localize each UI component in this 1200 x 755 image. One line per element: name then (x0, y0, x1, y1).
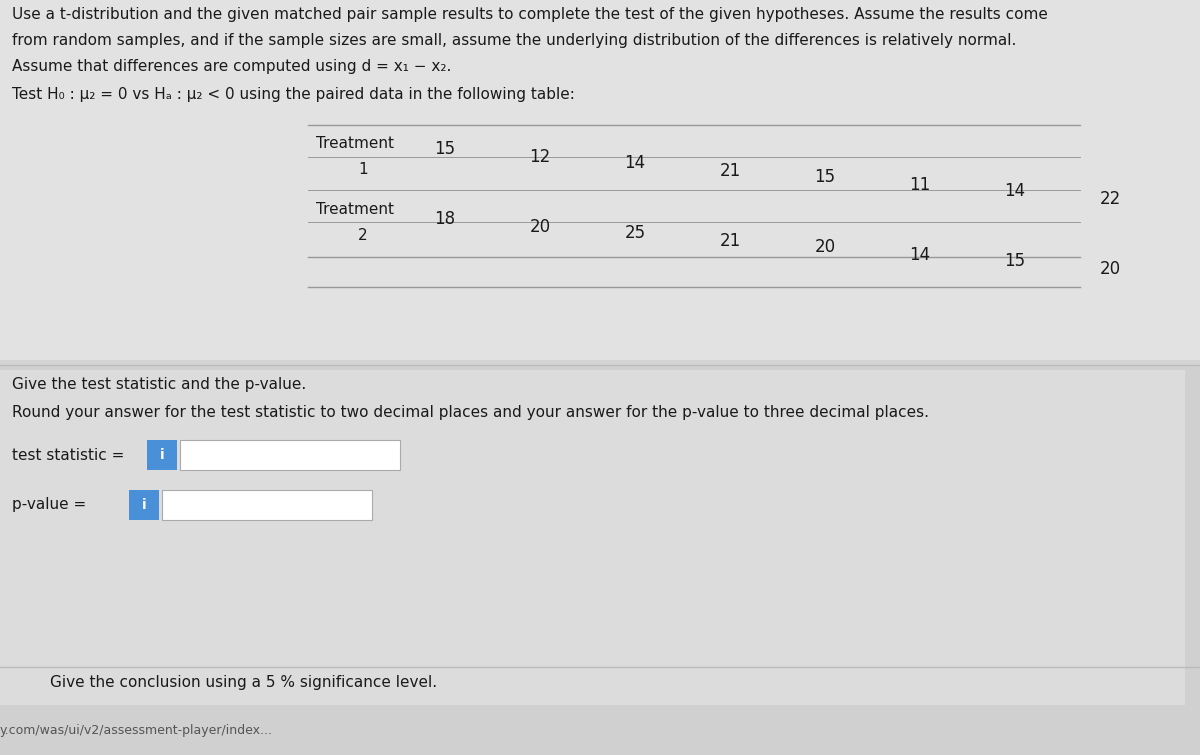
FancyBboxPatch shape (0, 365, 1200, 755)
Text: 14: 14 (624, 155, 646, 172)
Text: Treatment: Treatment (316, 136, 394, 151)
FancyBboxPatch shape (162, 490, 372, 520)
Text: 15: 15 (434, 140, 456, 159)
Text: 22: 22 (1099, 190, 1121, 208)
Text: Give the conclusion using a 5 % significance level.: Give the conclusion using a 5 % signific… (50, 675, 437, 690)
FancyBboxPatch shape (0, 0, 1200, 360)
Text: Give the test statistic and the p-value.: Give the test statistic and the p-value. (12, 377, 306, 392)
Text: 1: 1 (358, 162, 367, 177)
Text: 21: 21 (719, 162, 740, 180)
Text: 25: 25 (624, 224, 646, 242)
Text: 20: 20 (815, 239, 835, 257)
Text: 12: 12 (529, 147, 551, 165)
Text: 20: 20 (529, 217, 551, 236)
Text: y.com/was/ui/v2/assessment-player/index...: y.com/was/ui/v2/assessment-player/index.… (0, 724, 274, 737)
Text: 20: 20 (1099, 260, 1121, 278)
Text: 21: 21 (719, 232, 740, 249)
Text: Use a t-distribution and the given matched pair sample results to complete the t: Use a t-distribution and the given match… (12, 7, 1048, 22)
Text: 14: 14 (1004, 183, 1026, 201)
Text: 14: 14 (910, 245, 930, 263)
Text: from random samples, and if the sample sizes are small, assume the underlying di: from random samples, and if the sample s… (12, 33, 1016, 48)
Text: test statistic =: test statistic = (12, 448, 125, 463)
FancyBboxPatch shape (0, 370, 1186, 705)
FancyBboxPatch shape (0, 0, 1200, 365)
Text: Assume that differences are computed using d = x₁ − x₂.: Assume that differences are computed usi… (12, 59, 451, 74)
Text: 2: 2 (358, 228, 367, 243)
Text: Round your answer for the test statistic to two decimal places and your answer f: Round your answer for the test statistic… (12, 405, 929, 420)
Text: Treatment: Treatment (316, 202, 394, 217)
Text: 15: 15 (815, 168, 835, 186)
Text: 11: 11 (910, 175, 931, 193)
FancyBboxPatch shape (130, 490, 158, 520)
Text: i: i (160, 448, 164, 462)
FancyBboxPatch shape (180, 440, 400, 470)
Text: i: i (142, 498, 146, 512)
Text: p-value =: p-value = (12, 498, 86, 513)
Text: 18: 18 (434, 211, 456, 229)
FancyBboxPatch shape (148, 440, 178, 470)
Text: 15: 15 (1004, 252, 1026, 270)
Text: Test H₀ : μ₂ = 0 vs Hₐ : μ₂ < 0 using the paired data in the following table:: Test H₀ : μ₂ = 0 vs Hₐ : μ₂ < 0 using th… (12, 87, 575, 102)
